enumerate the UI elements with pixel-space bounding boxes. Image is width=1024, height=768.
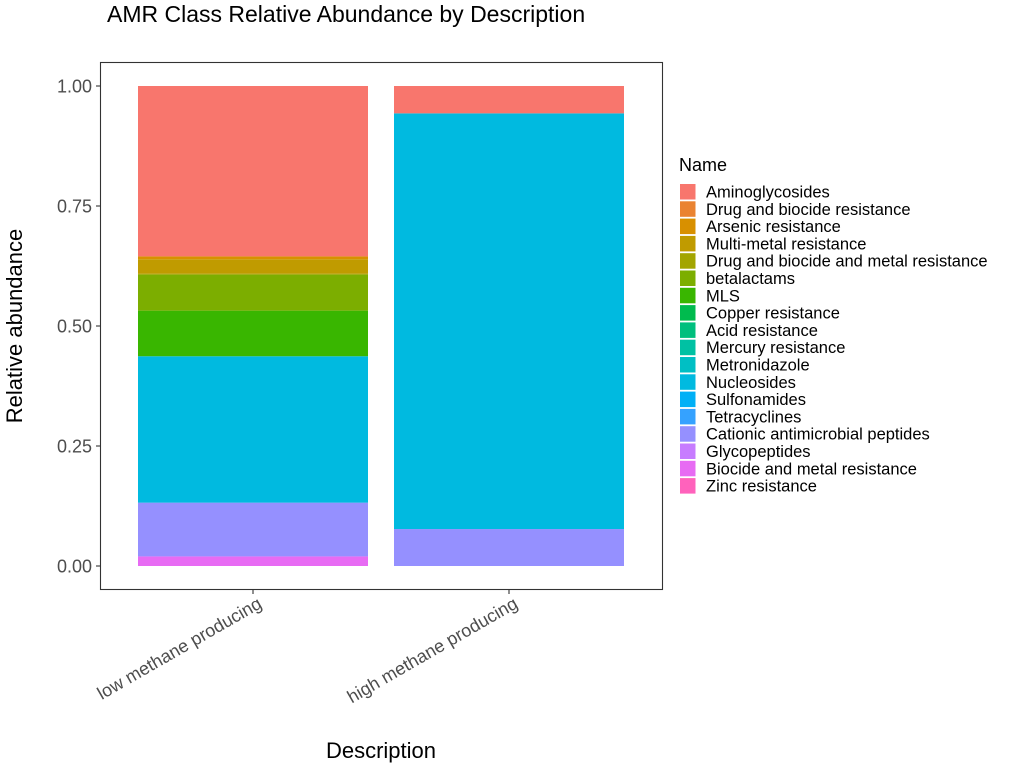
y-tick-label: 0.25 [57, 437, 92, 457]
legend-swatch [680, 218, 696, 235]
legend-swatch [680, 357, 696, 373]
bar-segment [138, 502, 368, 557]
legend-swatch [680, 374, 696, 390]
bar-segment [138, 259, 368, 274]
legend-label: Zinc resistance [706, 478, 817, 496]
legend-swatch [680, 287, 696, 304]
bar-segment [394, 529, 624, 566]
bar-segment [138, 556, 368, 566]
legend-swatch [680, 253, 696, 269]
legend-swatch [680, 443, 696, 459]
x-axis: low methane producing high methane produc… [94, 589, 521, 707]
y-tick-label: 0.75 [57, 197, 92, 217]
legend-label: Cationic antimicrobial peptides [706, 426, 930, 444]
legend-swatch [680, 270, 696, 286]
bar-segment [394, 113, 624, 530]
legend-label: MLS [706, 287, 740, 305]
legend-label: Drug and biocide and metal resistance [706, 253, 988, 271]
legend-swatch [680, 391, 696, 408]
legend-swatch [680, 184, 696, 200]
chart-title: AMR Class Relative Abundance by Descript… [107, 1, 585, 27]
bar-segment [138, 273, 368, 275]
legend-swatch [680, 201, 696, 217]
legend-swatch [680, 426, 696, 442]
legend-swatch [680, 322, 696, 338]
legend-label: Sulfonamides [706, 391, 806, 409]
legend-label: Multi-metal resistance [706, 235, 866, 253]
legend-swatch [680, 339, 696, 356]
legend-label: Metronidazole [706, 357, 810, 375]
legend-swatch [680, 235, 696, 252]
y-axis: 0.00 0.25 0.50 0.75 1.00 [57, 77, 101, 577]
y-tick-label: 0.50 [57, 317, 92, 337]
bar-segment [138, 86, 368, 257]
bar-segment [138, 356, 368, 503]
legend-label: Aminoglycosides [706, 184, 830, 202]
legend-label: Glycopeptides [706, 443, 811, 461]
x-axis-title: Description [326, 738, 436, 763]
legend-label: Arsenic resistance [706, 218, 841, 236]
legend-swatch [680, 305, 696, 321]
x-tick-label: low methane producing [94, 593, 265, 703]
legend-swatch [680, 408, 696, 425]
legend-label: Acid resistance [706, 322, 818, 340]
x-tick-label: high methane producing [344, 593, 521, 707]
legend-label: Drug and biocide resistance [706, 201, 911, 219]
y-axis-title: Relative abundance [2, 229, 27, 423]
bar-segment [138, 310, 368, 357]
legend-swatch [680, 460, 696, 477]
legend-label: Biocide and metal resistance [706, 460, 917, 478]
bars-layer [138, 86, 624, 566]
legend-label: Mercury resistance [706, 339, 845, 357]
legend-label: betalactams [706, 270, 795, 288]
y-tick-label: 1.00 [57, 77, 92, 97]
y-tick-label: 0.00 [57, 557, 92, 577]
bar-segment [138, 274, 368, 311]
legend-label: Tetracyclines [706, 408, 801, 426]
bar-segment [138, 256, 368, 260]
legend-label: Copper resistance [706, 305, 840, 323]
legend-swatch [680, 478, 696, 494]
bar-segment [394, 86, 624, 114]
legend-label: Nucleosides [706, 374, 796, 392]
legend-title: Name [679, 155, 727, 175]
